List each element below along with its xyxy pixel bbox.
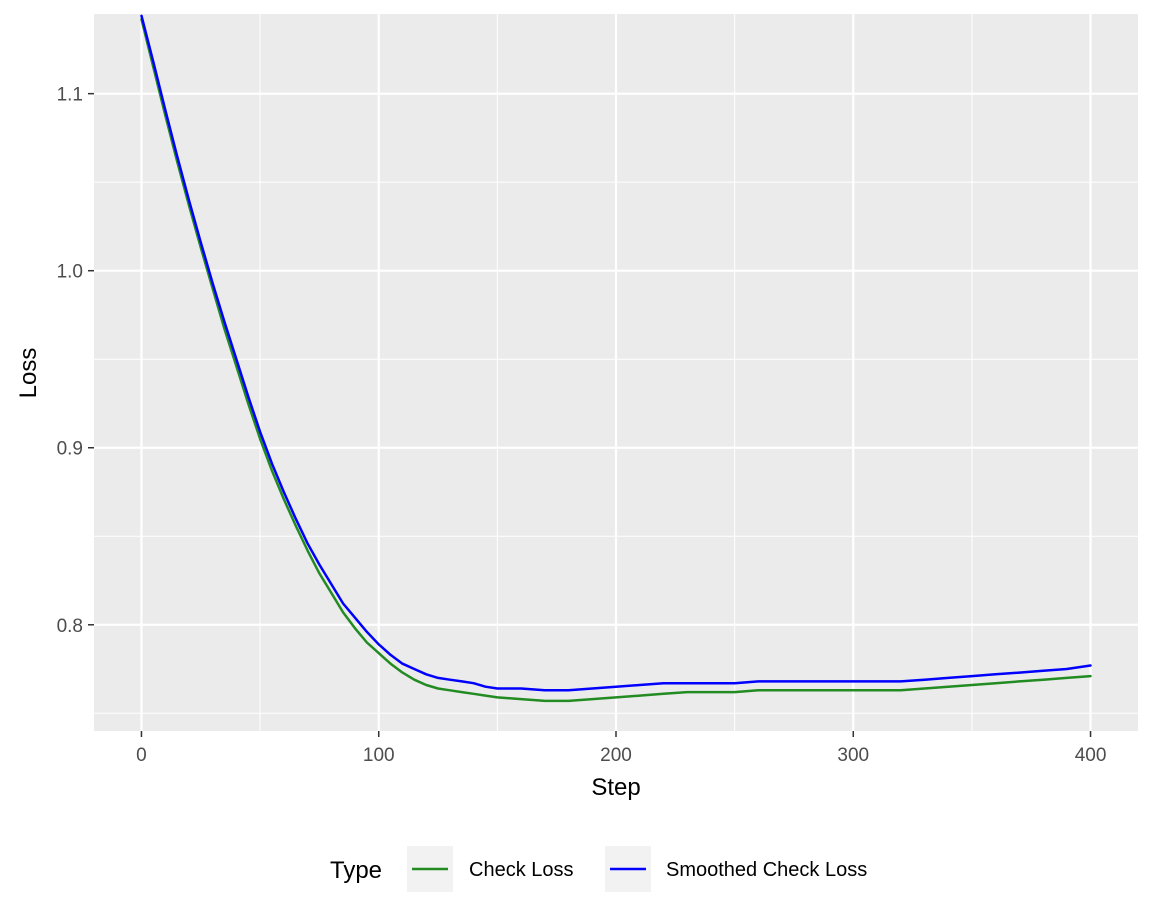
legend-title: Type bbox=[330, 857, 382, 884]
y-tick-label: 1.1 bbox=[57, 85, 83, 106]
y-tick-label: 0.8 bbox=[57, 616, 83, 637]
series-layer bbox=[140, 14, 1092, 703]
legend-label-smoothed-check-loss: Smoothed Check Loss bbox=[666, 859, 867, 881]
y-tick-label: 1.0 bbox=[57, 262, 83, 283]
x-axis-title: Step bbox=[591, 774, 640, 801]
x-tick-label: 100 bbox=[363, 745, 395, 766]
y-axis: 0.8 0.9 1.0 1.1 bbox=[57, 85, 94, 637]
legend: Type Check Loss Smoothed Check Loss bbox=[330, 846, 867, 892]
x-tick-label: 0 bbox=[136, 745, 147, 766]
legend-label-check-loss: Check Loss bbox=[469, 859, 574, 881]
x-tick-label: 200 bbox=[600, 745, 632, 766]
x-axis: 0 100 200 300 400 bbox=[136, 731, 1106, 766]
y-tick-label: 0.9 bbox=[57, 439, 83, 460]
series-line-check-loss bbox=[140, 18, 1092, 703]
grid-major bbox=[94, 14, 1138, 731]
x-tick-label: 400 bbox=[1075, 745, 1107, 766]
series-line-smoothed-check-loss bbox=[140, 14, 1092, 692]
x-tick-label: 300 bbox=[837, 745, 869, 766]
y-axis-title: Loss bbox=[15, 348, 42, 399]
